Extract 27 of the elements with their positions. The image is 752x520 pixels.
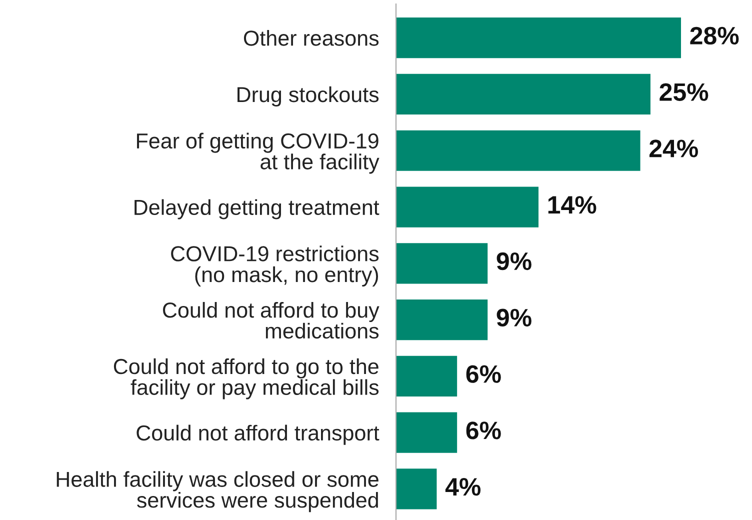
data-label: 25% bbox=[660, 83, 708, 101]
y-tick-label: Health facility was closed or some services were suspended bbox=[56, 471, 378, 512]
data-label: 9% bbox=[496, 308, 532, 327]
data-label: 6% bbox=[466, 365, 501, 383]
bar bbox=[396, 356, 458, 396]
y-tick-label: Delayed getting treatment bbox=[134, 199, 380, 220]
data-label: 9% bbox=[496, 252, 532, 270]
bar bbox=[396, 186, 538, 228]
y-tick-label: COVID-19 restrictions (no mask, no entry) bbox=[171, 246, 379, 286]
y-tick-label: Drug stockouts bbox=[238, 86, 379, 106]
data-label: 6% bbox=[466, 422, 501, 440]
data-label: 14% bbox=[548, 196, 596, 214]
bar bbox=[396, 243, 488, 284]
bar bbox=[396, 18, 681, 58]
data-label: 28% bbox=[690, 26, 739, 45]
y-tick-label: Could not afford to buy medications bbox=[163, 302, 380, 339]
data-label: 4% bbox=[445, 478, 481, 496]
y-tick-label: Other reasons bbox=[244, 30, 379, 46]
y-tick-label: Could not afford to go to the facility or pay medical bills bbox=[114, 358, 379, 400]
bar bbox=[396, 130, 640, 171]
y-tick-label: Fear of getting COVID-19 at the facility bbox=[137, 132, 380, 174]
bar bbox=[396, 468, 437, 510]
bar bbox=[396, 300, 488, 340]
bar bbox=[396, 412, 458, 453]
y-tick-label: Could not afford transport bbox=[136, 424, 380, 445]
data-label: 24% bbox=[649, 140, 698, 158]
bar bbox=[396, 74, 650, 115]
